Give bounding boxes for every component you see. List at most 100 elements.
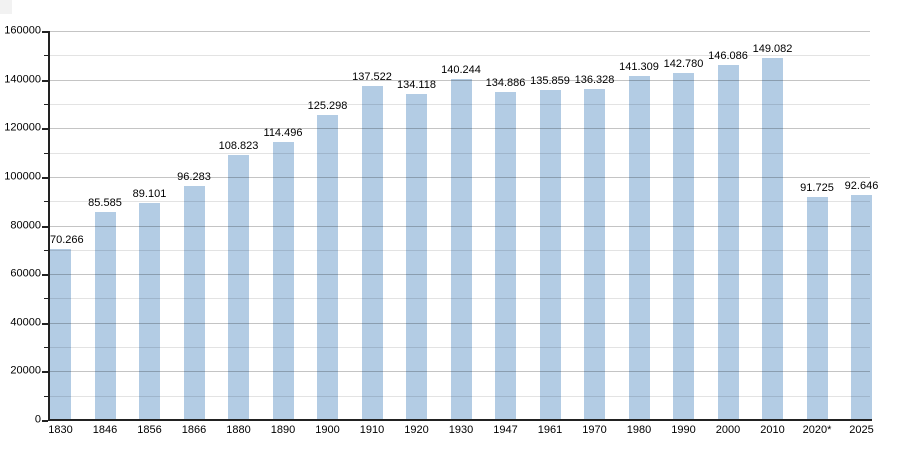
- gridline-major: [50, 371, 870, 372]
- bar-value-label: 125.298: [307, 100, 348, 113]
- x-axis-tick-label: 1900: [315, 424, 340, 436]
- x-axis-tick-label: 1947: [493, 424, 518, 436]
- y-tick-minor: [44, 298, 48, 299]
- x-axis-line: [48, 419, 872, 421]
- bar-value-label: 135.859: [530, 74, 570, 87]
- bar-value-label: 134.118: [397, 78, 436, 91]
- bar-value-label: 89.101: [132, 188, 167, 201]
- y-axis-labels: 0 20000 40000 60000 80000 100000 120000 140000 1…: [0, 25, 41, 425]
- bar-value-label: 142.780: [663, 57, 704, 70]
- x-axis-tick-label: 1930: [448, 424, 474, 436]
- bar-value-label: 136.328: [574, 73, 615, 86]
- bar: [584, 88, 605, 420]
- y-tick-major: [42, 371, 48, 373]
- bar: [94, 211, 116, 420]
- y-tick-minor: [44, 104, 48, 105]
- y-tick-major: [42, 226, 48, 228]
- y-axis-tick-label: 0: [34, 413, 41, 426]
- gridline-minor: [50, 250, 870, 251]
- gridline-minor: [50, 298, 870, 299]
- y-tick-minor: [44, 55, 48, 56]
- bar: [628, 76, 650, 420]
- bar-value-label: 146.086: [708, 49, 748, 62]
- bar: [717, 64, 739, 420]
- gridline-major: [50, 31, 870, 32]
- bar-value-label: 85.585: [88, 196, 122, 209]
- x-axis-tick-label: 1920: [404, 424, 429, 436]
- y-axis-tick-label: 120000: [4, 121, 41, 134]
- y-tick-major: [42, 128, 48, 130]
- bar-value-label: 149.082: [752, 42, 793, 55]
- gridline-major: [50, 177, 870, 178]
- bar: [762, 57, 783, 420]
- y-tick-minor: [44, 201, 48, 202]
- x-axis-tick-label: 1990: [671, 424, 696, 436]
- bar: [361, 85, 383, 420]
- x-axis-tick-label: 1970: [582, 424, 607, 436]
- x-axis-tick-label: 2010: [760, 424, 785, 436]
- bar: [495, 92, 516, 420]
- y-tick-minor: [44, 396, 48, 397]
- bar-value-label: 134.886: [485, 77, 526, 90]
- bar: [539, 89, 561, 420]
- bar-value-label: 137.522: [352, 70, 392, 83]
- bar: [50, 249, 71, 420]
- bar-value-label: 140.244: [441, 64, 481, 77]
- y-tick-minor: [44, 250, 48, 251]
- y-axis-tick-label: 80000: [10, 219, 41, 231]
- bar: [139, 203, 160, 420]
- bar-value-label: 114.496: [263, 126, 303, 139]
- x-axis-tick-label: 1961: [537, 424, 563, 436]
- gridline-major: [50, 128, 870, 129]
- gridline-minor: [50, 55, 870, 56]
- x-axis-tick-label: 1866: [181, 424, 207, 436]
- corner-artifact: [0, 0, 12, 14]
- bar-value-label: 91.725: [800, 182, 834, 194]
- bar: [450, 79, 472, 420]
- bar: [317, 115, 338, 420]
- x-axis-tick-label: 2000: [715, 424, 741, 436]
- gridline-minor: [50, 396, 870, 397]
- plot-area: 70.266 85.585 89.101 96.283 108.823 114.496 12…: [50, 31, 878, 420]
- bar: [673, 72, 694, 420]
- gridline-major: [50, 323, 870, 324]
- x-axis-labels: 1830 1846 1856 1866 1880 1890 1900 1910 1920 1930…: [48, 424, 873, 440]
- bar-value-label: 92.646: [844, 179, 879, 192]
- bar-value-label: 108.823: [218, 140, 259, 153]
- y-axis-tick-label: 40000: [10, 316, 41, 329]
- y-axis-tick-label: 20000: [10, 364, 41, 377]
- bar: [406, 93, 427, 420]
- x-axis-tick-label: 1910: [359, 424, 385, 436]
- y-axis-tick-label: 140000: [4, 73, 41, 86]
- bar: [272, 141, 294, 420]
- x-axis-tick-label: 1980: [626, 424, 652, 436]
- x-axis-tick-label: 1830: [48, 424, 73, 436]
- y-tick-major: [42, 274, 48, 276]
- x-axis-tick-label: 2020*: [802, 424, 832, 436]
- y-tick-major: [42, 80, 48, 82]
- bar: [228, 155, 249, 420]
- y-tick-major: [42, 31, 48, 33]
- y-tick-major: [42, 323, 48, 325]
- y-axis-tick-label: 100000: [4, 170, 41, 183]
- x-axis-tick-label: 1846: [92, 424, 118, 436]
- y-tick-minor: [44, 153, 48, 154]
- gridline-minor: [50, 153, 870, 154]
- gridline-major: [50, 80, 870, 81]
- gridline-major: [50, 226, 870, 227]
- y-axis-line: [48, 31, 50, 421]
- bar: [851, 194, 872, 420]
- y-tick-major: [42, 420, 48, 422]
- x-axis-tick-label: 2025: [849, 424, 874, 436]
- bar: [806, 197, 828, 420]
- bar-value-label: 96.283: [177, 170, 211, 183]
- bar: [183, 185, 205, 420]
- gridline-minor: [50, 201, 870, 202]
- y-axis-tick-label: 160000: [4, 24, 41, 37]
- y-tick-minor: [44, 347, 48, 348]
- x-axis-tick-label: 1880: [226, 424, 251, 436]
- y-tick-major: [42, 177, 48, 179]
- y-axis-tick-label: 60000: [10, 267, 41, 280]
- gridline-minor: [50, 347, 870, 348]
